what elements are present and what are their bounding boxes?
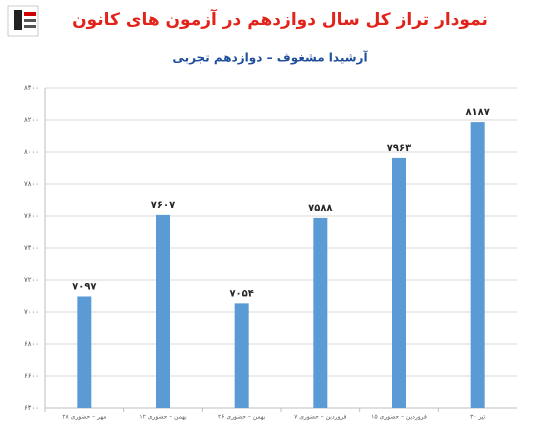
data-label: ۷۶۰۷ [151, 200, 175, 211]
chart-subtitle: آرشیدا مشغوف – دوازدهم تجربی [172, 50, 368, 66]
x-tick-label: ۷ فروردین – حضوری [294, 414, 347, 421]
bar [313, 217, 328, 408]
bar [234, 303, 249, 408]
data-label: ۷۰۵۴ [229, 288, 253, 299]
x-tick-label: ۲۸ مهر – حضوری [62, 414, 106, 421]
data-label: ۸۱۸۷ [465, 107, 489, 118]
data-label: ۷۹۶۳ [387, 143, 411, 154]
y-tick-label: ۸۲۰۰ [24, 116, 39, 124]
y-tick-label: ۶۶۰۰ [24, 372, 39, 380]
bar [470, 122, 485, 408]
y-tick-label: ۸۴۰۰ [24, 84, 39, 92]
logo [7, 5, 39, 37]
chart-title: نمودار تراز کل سال دوازدهم در آزمون های … [72, 8, 488, 30]
y-tick-label: ۷۴۰۰ [24, 244, 39, 252]
data-label: ۷۰۹۷ [72, 281, 96, 292]
data-label: ۷۵۸۸ [308, 203, 332, 214]
bar [156, 214, 170, 408]
y-tick-label: ۸۰۰۰ [24, 148, 39, 156]
x-tick-label: ۳۰ تیر [470, 414, 485, 421]
y-tick-label: ۶۸۰۰ [24, 340, 39, 348]
y-tick-label: ۷۰۰۰ [24, 308, 39, 316]
y-tick-label: ۷۶۰۰ [24, 212, 39, 220]
x-tick-label: ۱۵ فروردین – حضوری [371, 414, 427, 421]
x-tick-label: ۲۶ بهمن – حضوری [218, 414, 266, 421]
x-tick-label: ۱۲ بهمن – حضوری [139, 414, 187, 421]
bar [77, 296, 92, 408]
bar [392, 157, 406, 408]
y-tick-label: ۷۸۰۰ [24, 180, 39, 188]
y-tick-label: ۷۲۰۰ [24, 276, 39, 284]
y-tick-label: ۶۴۰۰ [24, 404, 39, 412]
